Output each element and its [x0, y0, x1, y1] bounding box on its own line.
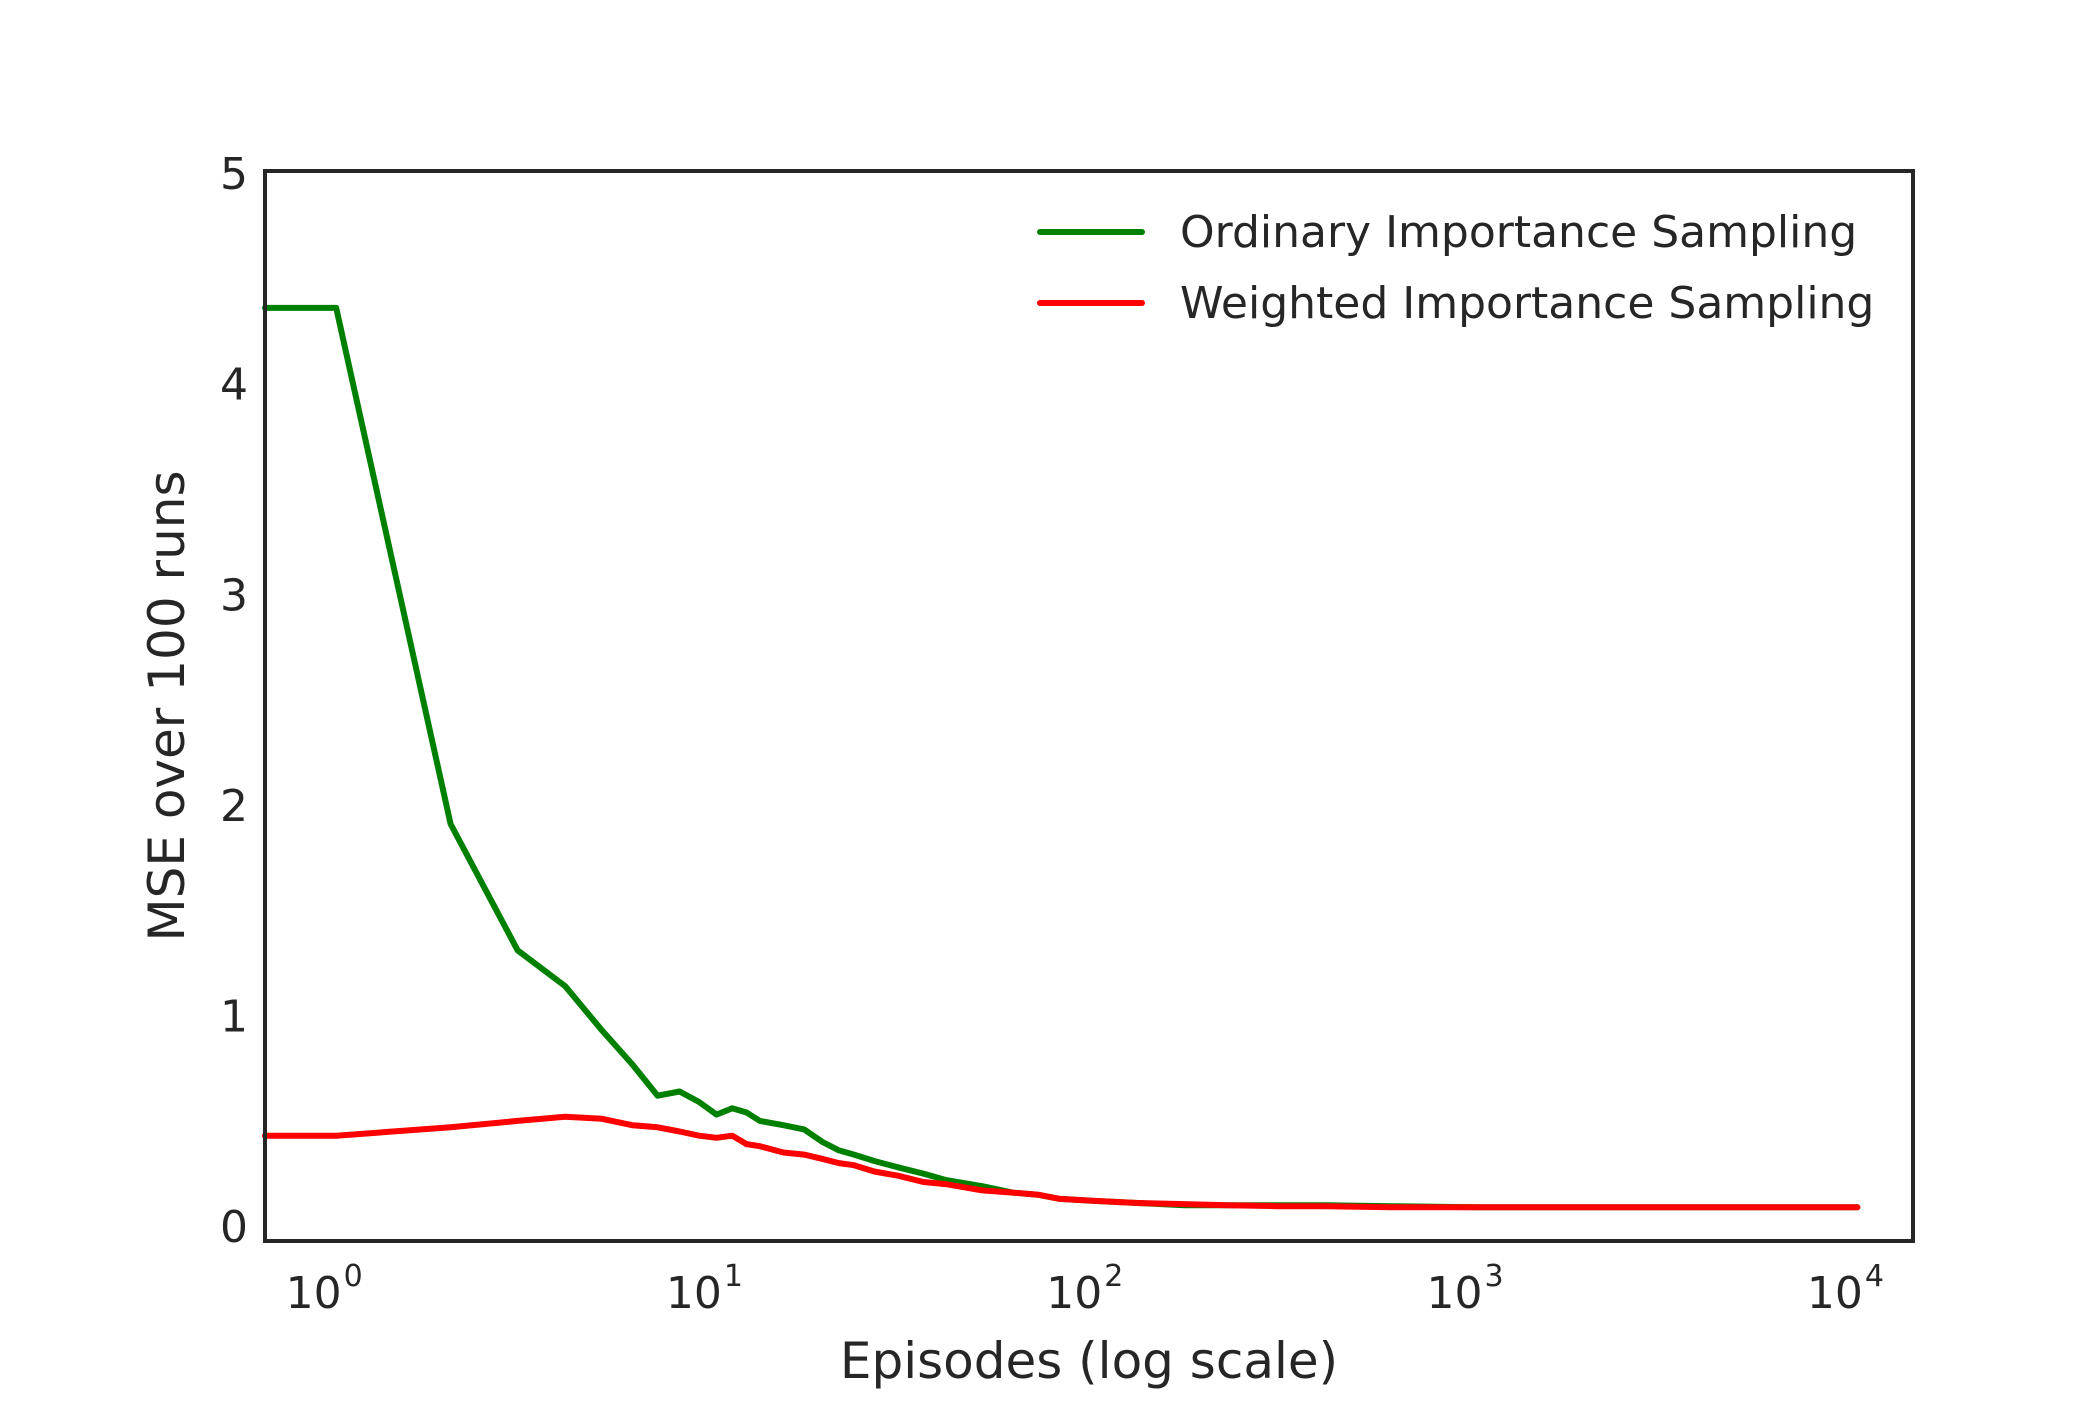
- x-tick-label: 102: [1046, 1259, 1123, 1319]
- y-tick-label: 2: [220, 781, 248, 832]
- x-tick-label: 101: [666, 1259, 743, 1319]
- y-axis-ticks: 0 1 2 3 4 5: [220, 149, 248, 1253]
- x-tick-exponent: 3: [1485, 1259, 1504, 1294]
- x-tick-base: 10: [1807, 1268, 1863, 1319]
- plot-frame: [263, 169, 1915, 1243]
- y-tick-label: 3: [220, 570, 248, 621]
- x-tick-exponent: 1: [724, 1259, 743, 1294]
- x-tick-base: 10: [1427, 1268, 1483, 1319]
- x-axis-ticks: 100 101 102 103 104: [286, 1259, 1884, 1319]
- x-tick-label: 103: [1427, 1259, 1504, 1319]
- x-tick-base: 10: [666, 1268, 722, 1319]
- x-tick-exponent: 2: [1104, 1259, 1123, 1294]
- legend-label: Ordinary Importance Sampling: [1180, 207, 1857, 258]
- y-tick-label: 0: [220, 1202, 248, 1253]
- legend: Ordinary Importance Sampling Weighted Imp…: [1037, 207, 1874, 329]
- x-tick-exponent: 0: [344, 1259, 363, 1294]
- x-tick-base: 10: [1046, 1268, 1102, 1319]
- series-line-weighted: [262, 1113, 1861, 1211]
- x-tick-label: 104: [1807, 1259, 1884, 1319]
- y-axis-label: MSE over 100 runs: [138, 470, 196, 941]
- x-tick-exponent: 4: [1865, 1259, 1884, 1294]
- x-axis-label: Episodes (log scale): [840, 1332, 1338, 1390]
- x-tick-label: 100: [286, 1259, 363, 1319]
- series-layer: [262, 304, 1861, 1211]
- legend-label: Weighted Importance Sampling: [1180, 278, 1874, 329]
- y-tick-label: 5: [220, 149, 248, 200]
- y-tick-label: 1: [220, 992, 248, 1043]
- y-tick-label: 4: [220, 360, 248, 411]
- x-tick-base: 10: [286, 1268, 342, 1319]
